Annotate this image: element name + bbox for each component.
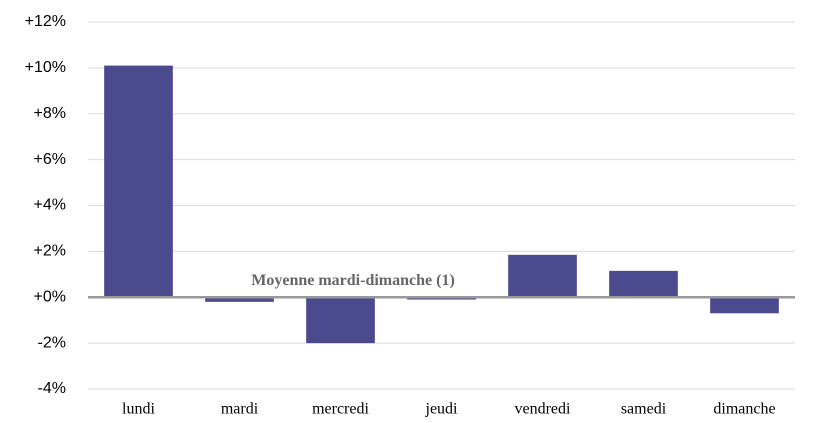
bar bbox=[306, 297, 375, 344]
annotation: Moyenne mardi-dimanche (1) bbox=[251, 272, 455, 289]
y-tick-label: +0% bbox=[34, 288, 66, 305]
bar bbox=[710, 297, 779, 314]
x-tick-label: mercredi bbox=[312, 401, 369, 418]
x-tick-label: lundi bbox=[122, 401, 155, 418]
x-tick-label: dimanche bbox=[713, 401, 775, 418]
x-tick-label: mardi bbox=[221, 401, 259, 418]
bar bbox=[205, 297, 274, 302]
y-tick-label: +10% bbox=[25, 59, 66, 76]
y-tick-label: +4% bbox=[34, 197, 66, 214]
y-tick-label: -2% bbox=[38, 334, 66, 351]
y-tick-label: +6% bbox=[34, 151, 66, 168]
y-tick-label: -4% bbox=[38, 380, 66, 397]
y-tick-label: +2% bbox=[34, 243, 66, 260]
x-tick-label: vendredi bbox=[515, 401, 572, 418]
bar bbox=[104, 65, 173, 298]
y-tick-label: +8% bbox=[34, 105, 66, 122]
bar bbox=[508, 254, 577, 298]
x-tick-label: samedi bbox=[621, 401, 667, 418]
x-tick-label: jeudi bbox=[425, 401, 459, 418]
y-tick-label: +12% bbox=[25, 13, 66, 30]
bar bbox=[609, 270, 678, 298]
